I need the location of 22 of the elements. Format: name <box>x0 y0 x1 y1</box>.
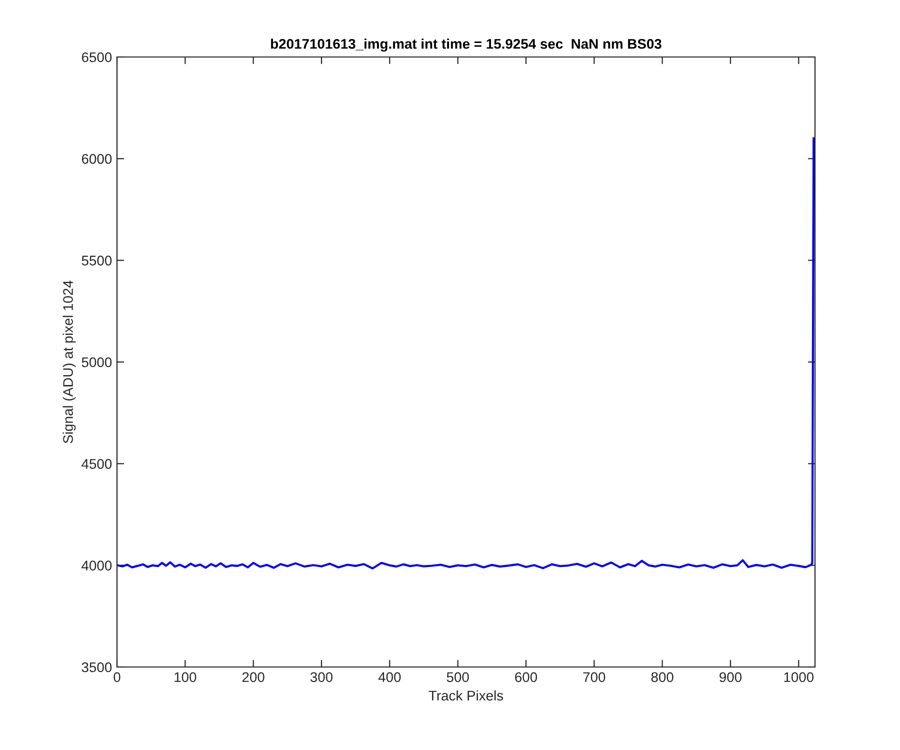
x-tick-label: 200 <box>242 672 264 682</box>
x-tick-label: 600 <box>515 672 538 682</box>
y-tick-label: 5500 <box>82 256 112 266</box>
x-tick-label: 1000 <box>784 672 814 682</box>
x-tick-label: 700 <box>583 672 606 682</box>
y-axis-title: Signal (ADU) at pixel 1024 <box>62 280 76 444</box>
x-tick-label: 900 <box>720 672 742 682</box>
y-tick-label: 4000 <box>82 560 112 571</box>
y-tick-label: 4500 <box>82 459 112 469</box>
x-tick-label: 800 <box>651 672 674 682</box>
y-tick-label: 6500 <box>82 52 112 62</box>
x-tick-label: 0 <box>114 672 120 682</box>
line-series <box>117 137 815 570</box>
y-tick-label: 5000 <box>82 357 112 368</box>
x-tick-label: 100 <box>174 672 196 682</box>
x-axis-title: Track Pixels <box>428 690 504 701</box>
x-tick-label: 300 <box>310 672 333 682</box>
y-tick-label: 6000 <box>82 154 112 164</box>
x-tick-label: 400 <box>378 672 401 682</box>
chart-title: b2017101613_img.mat int time = 15.9254 sec NaN nm BS03 <box>271 38 662 52</box>
y-tick-label: 3500 <box>82 662 112 672</box>
x-tick-label: 500 <box>446 672 469 682</box>
